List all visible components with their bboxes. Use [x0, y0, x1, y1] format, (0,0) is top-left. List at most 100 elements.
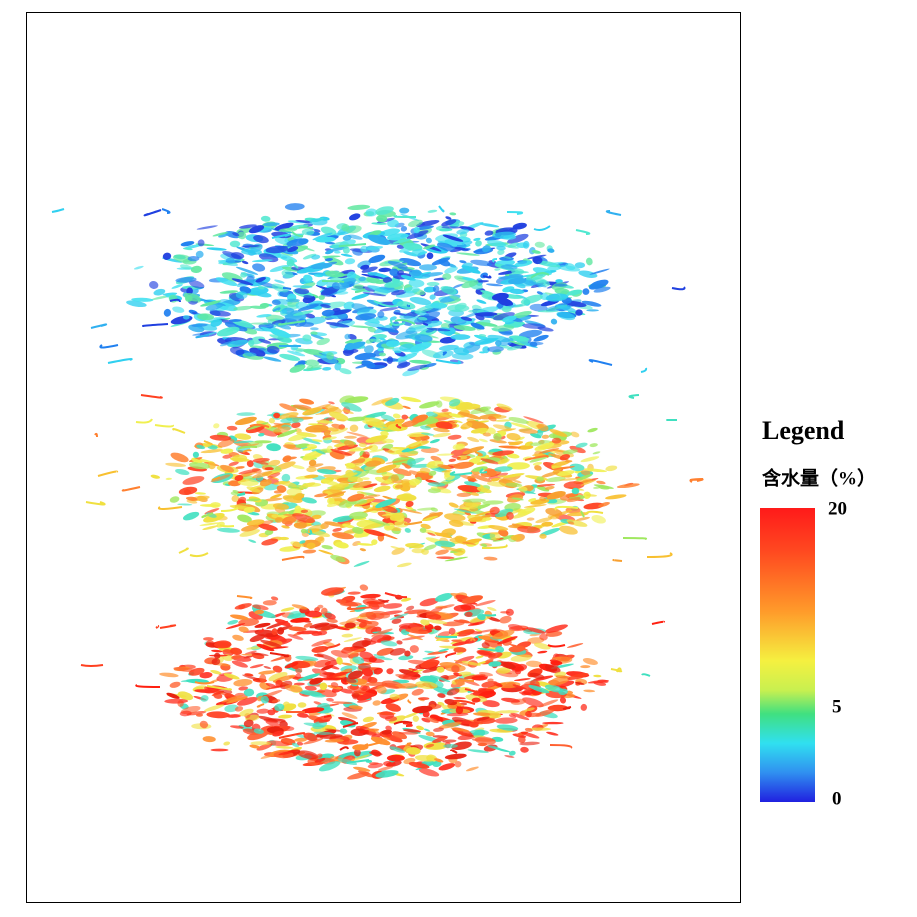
- map-pixel: [302, 407, 322, 416]
- map-pixel: [350, 728, 367, 736]
- map-pixel: [346, 271, 357, 280]
- map-pixel: [474, 736, 496, 745]
- map-pixel: [546, 491, 566, 500]
- map-pixel: [149, 281, 159, 289]
- map-pixel: [430, 302, 448, 309]
- map-pixel: [499, 337, 514, 347]
- map-pixel: [281, 251, 294, 256]
- map-pixel: [246, 486, 261, 493]
- map-pixel: [306, 542, 316, 550]
- map-pixel: [272, 503, 290, 510]
- map-pixel: [605, 494, 627, 500]
- map-pixel: [385, 703, 401, 712]
- map-pixel: [210, 502, 221, 508]
- map-strand: [291, 231, 304, 238]
- map-pixel: [257, 347, 267, 351]
- map-pixel: [422, 518, 433, 522]
- map-pixel: [428, 470, 437, 476]
- map-pixel: [324, 258, 333, 262]
- map-pixel: [591, 515, 606, 524]
- map-pixel: [563, 481, 585, 490]
- map-pixel: [241, 245, 260, 248]
- map-pixel: [359, 611, 374, 618]
- map-pixel: [316, 653, 337, 661]
- map-pixel: [190, 265, 202, 274]
- map-pixel: [519, 741, 540, 746]
- map-pixel: [228, 480, 241, 487]
- map-pixel: [464, 481, 481, 487]
- map-pixel: [330, 682, 339, 688]
- map-pixel: [203, 637, 214, 641]
- map-pixel: [377, 766, 394, 771]
- map-pixel: [369, 230, 382, 236]
- map-pixel: [263, 665, 272, 670]
- map-pixel: [390, 546, 402, 550]
- map-pixel: [492, 629, 515, 640]
- map-pixel: [494, 717, 518, 724]
- map-pixel: [189, 462, 210, 470]
- map-pixel: [303, 295, 316, 301]
- map-pixel: [447, 703, 458, 710]
- map-pixel: [290, 541, 304, 548]
- map-pixel: [448, 627, 456, 635]
- map-pixel: [391, 547, 405, 555]
- map-pixel: [331, 532, 354, 540]
- map-pixel: [258, 338, 272, 344]
- map-pixel: [492, 231, 517, 239]
- map-pixel: [340, 602, 362, 607]
- map-pixel: [324, 241, 336, 245]
- map-pixel: [382, 438, 394, 444]
- map-pixel: [448, 413, 462, 418]
- map-pixel: [513, 303, 530, 308]
- map-pixel: [571, 487, 580, 495]
- map-pixel: [376, 215, 388, 223]
- map-pixel: [368, 254, 386, 264]
- map-pixel: [392, 413, 401, 419]
- map-pixel: [200, 695, 209, 702]
- map-pixel: [295, 655, 319, 661]
- map-pixel: [454, 420, 463, 424]
- map-strand: [442, 351, 447, 356]
- map-pixel: [396, 562, 412, 568]
- map-pixel: [229, 457, 250, 462]
- map-pixel: [225, 623, 246, 630]
- map-pixel: [559, 478, 580, 481]
- map-pixel: [321, 544, 333, 550]
- map-pixel: [325, 417, 336, 421]
- map-pixel: [368, 271, 378, 277]
- map-pixel: [481, 245, 491, 253]
- map-pixel: [442, 739, 457, 743]
- map-pixel: [498, 270, 516, 275]
- map-pixel: [398, 655, 414, 661]
- map-pixel: [439, 604, 455, 609]
- map-pixel: [377, 311, 385, 319]
- map-pixel: [402, 482, 410, 486]
- map-pixel: [347, 204, 371, 211]
- map-strand: [438, 205, 445, 213]
- map-pixel: [502, 315, 517, 323]
- map-pixel: [506, 453, 520, 459]
- map-strand: [142, 323, 169, 327]
- map-pixel: [425, 303, 435, 309]
- map-pixel: [279, 353, 301, 361]
- color-bar: [760, 508, 815, 802]
- map-pixel: [385, 459, 409, 464]
- map-pixel: [359, 584, 369, 591]
- map-pixel: [507, 462, 530, 470]
- map-pixel: [400, 275, 416, 281]
- map-pixel: [235, 266, 259, 275]
- map-pixel: [356, 693, 374, 701]
- map-pixel: [473, 237, 481, 241]
- map-pixel: [287, 612, 308, 619]
- map-pixel: [210, 318, 223, 327]
- map-pixel: [327, 246, 349, 252]
- map-pixel: [462, 541, 477, 545]
- map-pixel: [461, 265, 481, 274]
- map-pixel: [214, 641, 232, 648]
- map-pixel: [341, 662, 353, 666]
- map-pixel: [392, 238, 411, 244]
- map-pixel: [437, 693, 446, 698]
- map-pixel: [454, 760, 462, 768]
- map-strand: [203, 440, 213, 446]
- map-pixel: [317, 604, 324, 609]
